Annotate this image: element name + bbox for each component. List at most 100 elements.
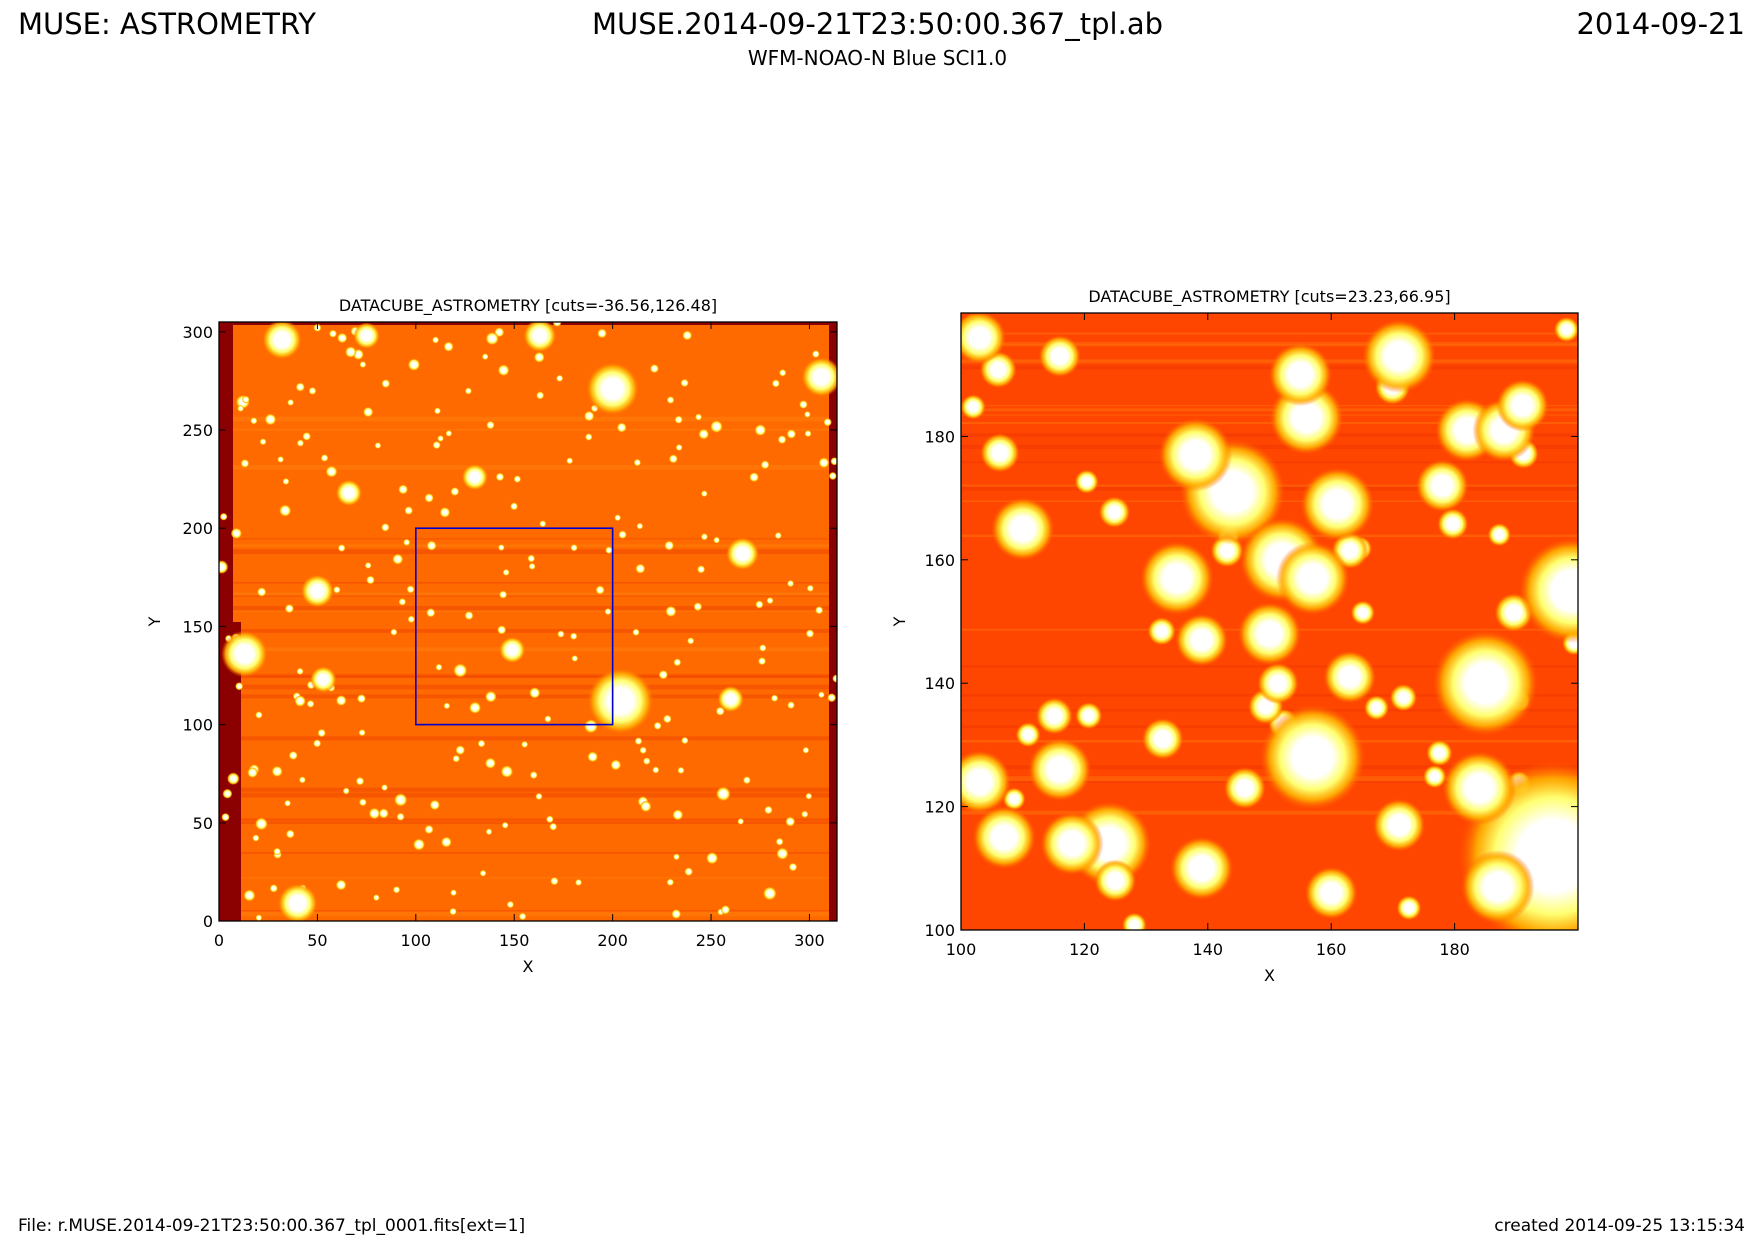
field-star (1426, 739, 1453, 767)
detector-stripe (219, 544, 837, 548)
field-star (219, 560, 229, 574)
field-star (219, 512, 228, 521)
bright-source (1223, 767, 1266, 810)
field-star (653, 721, 662, 730)
detector-stripe (219, 792, 837, 798)
field-star (570, 543, 578, 552)
field-star (355, 776, 365, 786)
field-star (1389, 683, 1418, 712)
field-star (278, 504, 292, 517)
field-star (364, 561, 372, 569)
field-star (762, 886, 777, 901)
y-tick-label: 120 (924, 798, 955, 817)
detector-stripe (219, 592, 837, 596)
field-star (742, 776, 751, 785)
field-star (1396, 895, 1422, 921)
field-star (282, 477, 290, 485)
x-tick-label: 250 (696, 931, 727, 950)
field-star (227, 772, 240, 785)
field-star (687, 637, 695, 645)
field-star (518, 912, 527, 921)
field-star (222, 788, 233, 799)
field-star (429, 799, 441, 811)
field-star (396, 812, 405, 821)
y-tick-label: 140 (924, 674, 955, 693)
field-star (698, 428, 710, 440)
field-star (284, 799, 292, 807)
field-star (673, 853, 680, 861)
detector-stripe (219, 416, 837, 422)
field-star (481, 353, 489, 361)
bright-source (972, 805, 1036, 869)
field-star (539, 520, 547, 528)
field-star (407, 358, 421, 372)
detector-stripe (961, 343, 1578, 347)
field-star (337, 544, 346, 552)
instrument-mode: WFM-NOAO-N Blue SCI1.0 (747, 46, 1008, 70)
field-star (618, 530, 627, 540)
field-star (764, 805, 773, 815)
image-area (961, 313, 1578, 930)
field-star (243, 889, 256, 902)
field-star (426, 540, 437, 551)
right-edge-mask (829, 322, 837, 921)
detector-stripe (219, 787, 837, 792)
field-star (336, 332, 348, 344)
x-tick-label: 100 (946, 940, 977, 959)
field-star (536, 391, 545, 400)
field-star (433, 407, 442, 415)
field-star (595, 585, 605, 595)
field-star (569, 632, 578, 641)
bright-source (1372, 798, 1426, 852)
y-axis-label: Y (890, 616, 909, 627)
field-star (486, 420, 495, 430)
bright-source (1496, 379, 1549, 432)
field-star (464, 387, 473, 395)
field-star (312, 739, 322, 748)
field-star (521, 740, 529, 748)
field-star (786, 429, 797, 439)
field-star (803, 410, 811, 418)
detector-stripe (219, 818, 837, 822)
bright-source (277, 883, 318, 921)
y-tick-label: 100 (182, 716, 213, 735)
field-star (501, 821, 509, 829)
field-star (374, 442, 382, 449)
left-edge-mask (219, 322, 233, 921)
field-star (255, 711, 263, 719)
field-star (754, 424, 767, 437)
bright-source (1028, 738, 1092, 802)
field-star (320, 453, 329, 462)
field-star (484, 757, 497, 769)
report-title: MUSE: ASTROMETRY (18, 7, 316, 41)
bright-source (587, 667, 654, 735)
creation-timestamp: created 2014-09-25 13:15:34 (1494, 1216, 1745, 1236)
detector-stripe (961, 421, 1578, 425)
field-star (271, 765, 283, 778)
bright-source (353, 322, 380, 350)
field-star (587, 751, 599, 763)
field-star (392, 885, 401, 894)
field-star (317, 728, 326, 738)
field-star (250, 417, 258, 425)
field-star (439, 506, 451, 518)
detector-stripe (219, 595, 837, 597)
y-tick-label: 200 (182, 519, 213, 538)
detector-stripe (219, 852, 837, 854)
field-star (557, 630, 565, 638)
field-star (298, 776, 306, 784)
bright-source (461, 463, 489, 491)
field-star (528, 687, 541, 699)
field-star (798, 400, 808, 409)
field-star (749, 472, 760, 483)
y-tick-label: 300 (182, 323, 213, 342)
y-tick-label: 180 (924, 427, 955, 446)
field-star (533, 351, 545, 363)
detector-stripe (219, 694, 837, 699)
field-star (681, 736, 689, 745)
bright-source (1275, 541, 1350, 616)
field-star (605, 546, 613, 555)
x-tick-label: 160 (1316, 940, 1347, 959)
x-tick-label: 100 (401, 931, 432, 950)
field-star (774, 531, 782, 540)
